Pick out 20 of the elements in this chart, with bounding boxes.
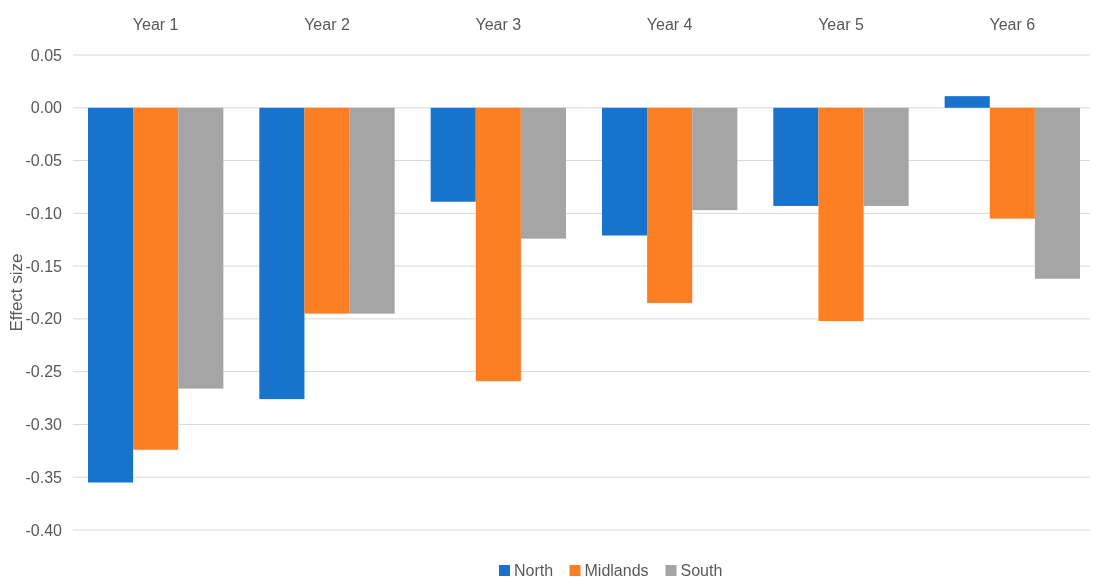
y-tick-label: -0.25 — [25, 363, 63, 381]
x-tick-label: Year 4 — [646, 16, 693, 33]
y-tick-label: -0.05 — [25, 152, 63, 170]
y-tick-label: 0.00 — [30, 99, 63, 117]
y-tick-label: -0.30 — [25, 416, 63, 434]
y-tick-label: -0.35 — [25, 468, 63, 486]
x-tick-label: Year 1 — [132, 16, 179, 33]
x-tick-label: Year 3 — [475, 16, 522, 33]
legend-label: Midlands — [584, 562, 649, 579]
y-tick-label: -0.10 — [25, 204, 63, 222]
y-tick-label: -0.40 — [25, 521, 63, 539]
legend-label: South — [680, 562, 723, 579]
legend-label: North — [514, 562, 554, 579]
y-axis-title: Effect size — [7, 253, 26, 332]
x-tick-label: Year 6 — [989, 16, 1036, 33]
y-tick-label: -0.15 — [25, 257, 63, 275]
x-tick-label: Year 2 — [304, 16, 350, 33]
y-tick-label: 0.05 — [30, 46, 63, 64]
y-tick-label: -0.20 — [25, 310, 63, 328]
x-tick-label: Year 5 — [818, 16, 864, 33]
